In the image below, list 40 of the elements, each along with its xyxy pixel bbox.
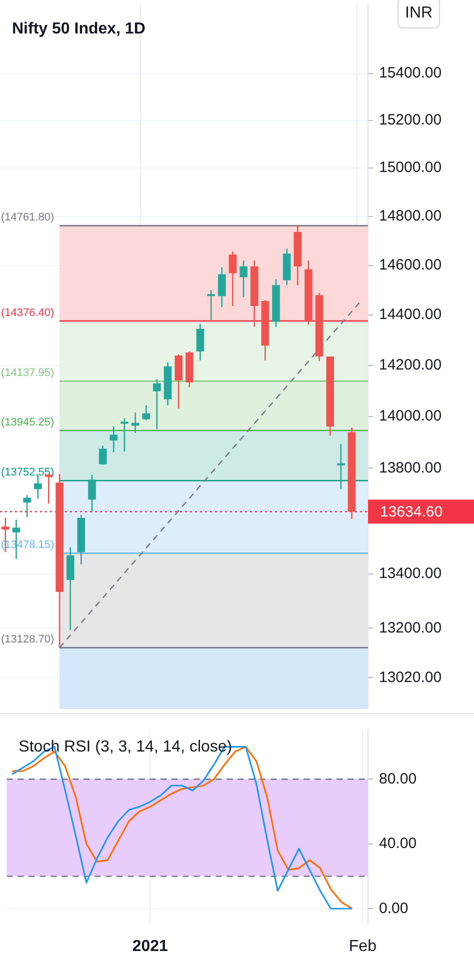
y-tick-label: 14600.00 [379,256,442,274]
x-tick-label: 2021 [132,938,168,955]
text: INR [405,4,433,22]
ref-line-label: (13945.25) [1,416,54,429]
y-tick-label: 14800.00 [379,208,442,225]
candlestick [88,474,96,513]
candlestick [240,260,248,298]
candlestick [142,404,150,421]
candlestick [98,445,107,466]
y-tick-label: 0.00 [379,900,408,917]
y-tick-label: 15400.00 [379,64,442,82]
candlestick [218,266,226,308]
text: Stoch RSI (3, 3, 14, 14, close) [18,738,232,756]
ref-line-label: (13128.70) [1,634,54,646]
candlestick [228,250,237,307]
x-tick-label: Feb [348,938,377,955]
candlestick [337,443,345,490]
candlestick [110,426,118,453]
y-tick-label: 13800.00 [379,459,442,476]
y-tick-label: 13400.00 [379,565,442,582]
ref-line-label: (14137.95) [1,367,54,380]
y-tick-label: 13200.00 [379,619,442,636]
y-tick-label: 15200.00 [379,112,442,129]
y-tick-label: 15000.00 [379,159,442,176]
y-tick-label: 14000.00 [379,408,442,425]
y-tick-label: 14200.00 [379,356,442,374]
y-tick-label: 13020.00 [379,668,442,686]
ref-line-label: (14761.80) [1,212,54,224]
text: Nifty 50 Index, 1D [12,20,146,38]
y-tick-label: 80.00 [379,770,417,788]
ref-line-label: 13634.60 [380,504,443,521]
candlestick [207,289,215,321]
y-tick-label: 40.00 [379,835,417,852]
candlestick [23,494,31,518]
y-tick-label: 14400.00 [379,306,442,324]
candlestick [153,378,161,430]
candlestick [196,323,204,361]
ref-line-label: (14376.40) [1,306,54,319]
ref-line-label: (13752.55) [1,466,54,479]
candlestick [120,418,128,452]
